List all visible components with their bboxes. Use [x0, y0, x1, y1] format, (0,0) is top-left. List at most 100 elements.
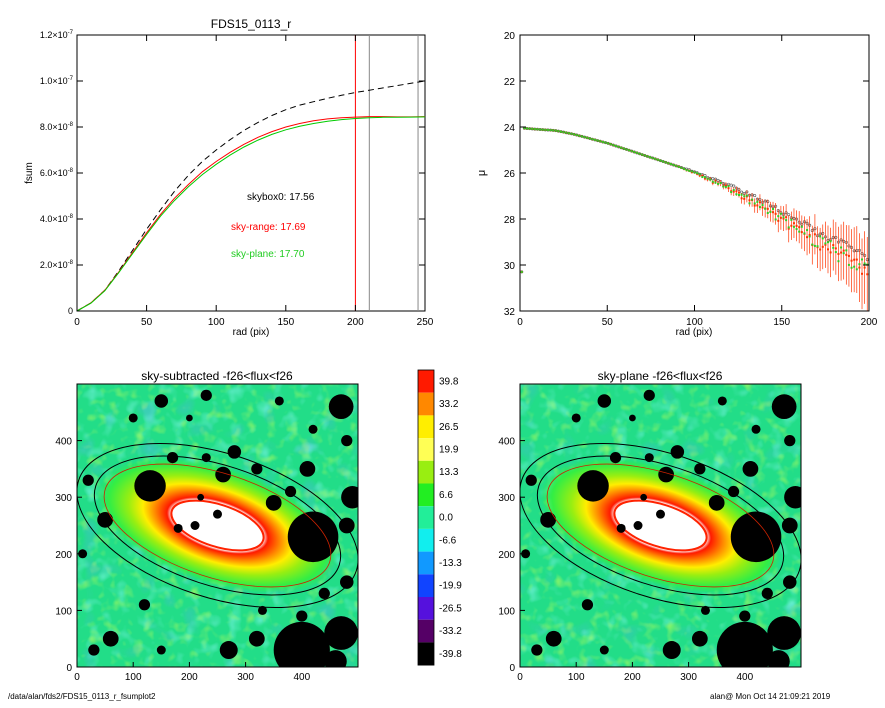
skybox0-point — [672, 163, 676, 167]
colorbar-swatch — [418, 392, 434, 416]
sky-plane-point — [806, 229, 809, 232]
sky-plane-point — [785, 219, 788, 222]
sky-range-point — [724, 184, 727, 187]
sky-plane-point — [654, 157, 657, 160]
sky-plane-point — [722, 185, 725, 188]
star-mask — [215, 466, 231, 483]
sky-plane-point — [567, 132, 570, 135]
sky-range-point — [847, 254, 850, 257]
star-mask — [609, 451, 622, 464]
sky-plane-point — [533, 128, 536, 131]
sky-plane-point — [847, 263, 850, 266]
sky-range-point — [782, 217, 785, 220]
star-mask — [213, 509, 222, 519]
star-mask — [200, 389, 212, 401]
sky-plane-point — [761, 204, 764, 207]
sky-range-point — [766, 207, 769, 210]
sky-plane-point — [557, 130, 560, 133]
sky-range-point — [821, 245, 824, 248]
sky-range-point — [858, 266, 861, 269]
sky-range-point — [855, 258, 858, 261]
star-mask — [761, 587, 773, 600]
sky-plane-point — [635, 151, 638, 154]
sky-plane-point — [800, 225, 803, 228]
skybox0-point — [611, 143, 615, 147]
x-tick-label: 0 — [74, 672, 80, 683]
x-tick-label: 0 — [74, 317, 80, 328]
sky-plane-point — [575, 134, 578, 137]
sky-plane-point — [837, 260, 840, 263]
skybox0-point — [520, 270, 524, 274]
annotation-sky-range: sky-range: 17.69 — [231, 222, 306, 233]
sky-plane-point — [523, 127, 526, 130]
y-tick-label: 2.0×10-8 — [40, 260, 74, 270]
x-tick-label: 200 — [347, 317, 364, 328]
sky-range-point — [735, 190, 738, 193]
sky-range-point — [795, 224, 798, 227]
sky-plane-point — [536, 128, 539, 131]
star-mask — [227, 445, 242, 459]
star-mask — [742, 461, 759, 477]
star-mask — [700, 605, 710, 615]
sky-plane-point — [787, 226, 790, 229]
sky-plane-point — [677, 165, 680, 168]
sky-range-point — [785, 216, 788, 219]
sky-range-point — [753, 204, 756, 207]
sky-plane-point — [714, 181, 717, 184]
sky-plane-point — [664, 161, 667, 164]
sky-plane-point — [845, 249, 848, 252]
aperture-ellipse-inner — [103, 463, 332, 588]
star-mask — [716, 621, 773, 667]
y-tick-label: 26 — [504, 169, 516, 180]
skybox0-point — [590, 137, 594, 141]
sky-plane-point — [853, 265, 856, 268]
growth-curve-series — [77, 116, 425, 311]
x-tick-label: 200 — [181, 672, 198, 683]
colorbar-swatch — [418, 506, 434, 529]
sky-range-point — [792, 222, 795, 225]
star-mask — [328, 394, 354, 420]
footer-timestamp: alan@ Mon Oct 14 21:09:21 2019 — [710, 692, 831, 701]
skybox0-point — [624, 147, 628, 151]
skybox0-point — [664, 160, 668, 164]
sky-plane-point — [625, 148, 628, 151]
sky-range-point — [829, 251, 832, 254]
sky-range-point — [790, 224, 793, 227]
sky-plane-point — [709, 178, 712, 181]
sky-range-point — [703, 177, 706, 180]
sky-plane-point — [719, 182, 722, 185]
sky-plane-point — [531, 127, 534, 130]
sky-range-point — [850, 259, 853, 262]
star-mask — [82, 474, 94, 486]
sky-plane-map: sky-plane -f26<flux<f26 0 100 200 300 400 0 1… — [498, 369, 802, 683]
sky-plane-point — [604, 141, 607, 144]
sky-plane-point — [690, 170, 693, 173]
sky-plane-point — [643, 154, 646, 157]
x-tick-label: 150 — [773, 317, 790, 328]
x-tick-label: 50 — [141, 317, 153, 328]
sky-plane-point — [667, 162, 670, 165]
sky-plane-point — [808, 235, 811, 238]
colorbar-label: -33.2 — [439, 626, 462, 637]
skybox0-point — [619, 146, 623, 150]
sky-plane-point — [861, 258, 864, 261]
sky-plane-point — [560, 130, 563, 133]
sky-plane-point — [824, 242, 827, 245]
sky-plane-point — [656, 158, 659, 161]
star-mask — [156, 645, 166, 655]
sky-plane-point — [570, 132, 573, 135]
star-mask — [783, 575, 797, 589]
star-mask — [324, 650, 347, 667]
growth-curve-panel: FDS15_0113_r 0 50 100 150 200 250 0 2.0×10-8 4.… — [24, 17, 434, 338]
aperture-ellipse-outer — [520, 442, 801, 609]
skybox0-point — [661, 160, 665, 164]
colorbar-swatch — [418, 370, 434, 393]
sky-plane-point — [669, 163, 672, 166]
aperture-ellipse-inner — [546, 463, 775, 588]
star-mask — [318, 587, 330, 600]
sky-subtracted-map: sky-subtracted -f26<flux<f26 0 100 200 300 4… — [55, 369, 359, 683]
annotation-sky-plane: sky-plane: 17.70 — [231, 249, 305, 260]
star-mask — [341, 485, 358, 509]
y-tick-label: 20 — [504, 31, 516, 42]
star-mask — [545, 630, 562, 647]
